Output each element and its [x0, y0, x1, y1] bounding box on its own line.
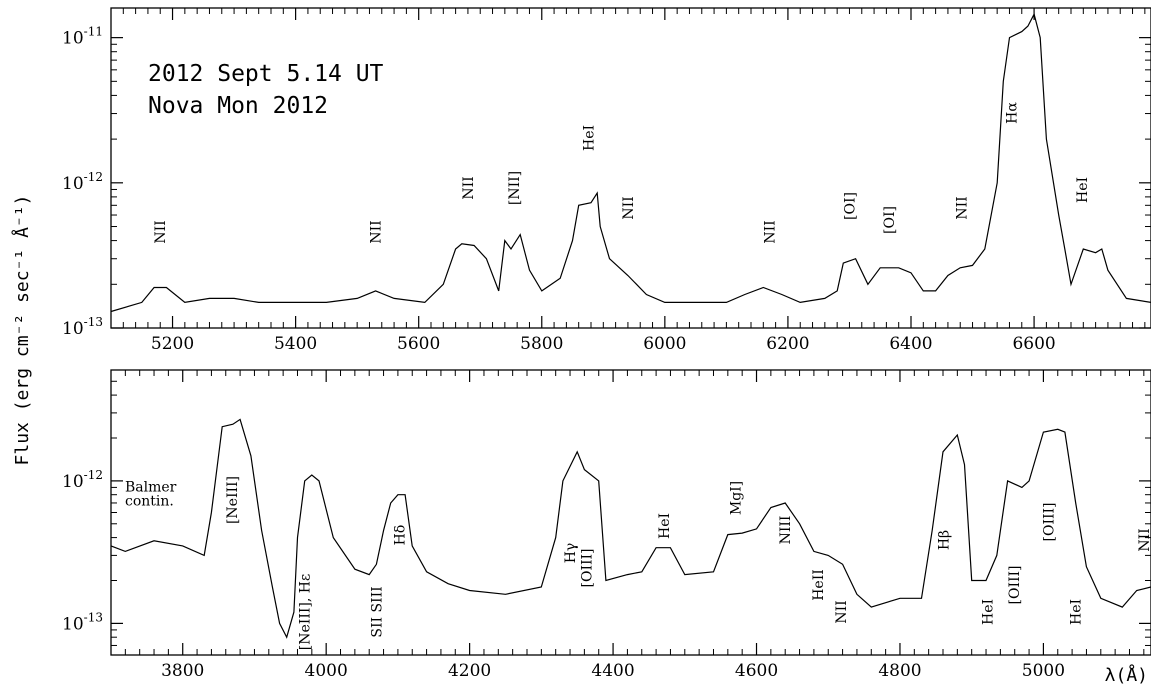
x-tick-label: 4400 — [591, 661, 634, 681]
line-label: HeI — [1069, 599, 1085, 625]
line-label: Hα — [1004, 102, 1020, 124]
y-tick-label: 10-11 — [62, 25, 103, 49]
line-label: MgI] — [729, 481, 745, 515]
x-tick-label: 5200 — [151, 334, 194, 354]
x-tick-label: 6400 — [889, 334, 932, 354]
x-tick-label: 5600 — [397, 334, 440, 354]
spectrum-line — [110, 12, 1151, 313]
x-tick-label: 6200 — [766, 334, 809, 354]
line-label: NII — [621, 196, 637, 219]
y-tick-label: 10-12 — [62, 468, 103, 492]
line-label: [NII] — [507, 171, 523, 205]
x-axis-title: λ(Å) — [1105, 664, 1148, 685]
line-label: NII — [834, 600, 850, 623]
line-label: [NeIII] — [225, 476, 241, 524]
top-panel-frame — [110, 7, 1151, 329]
line-label: Balmer — [125, 480, 177, 496]
line-label: [OIII] — [580, 549, 596, 588]
y-tick-label: 10-13 — [62, 610, 103, 634]
y-tick-label: 10-13 — [62, 315, 103, 339]
line-label: HeI — [657, 513, 673, 539]
line-label: Hβ — [937, 530, 953, 550]
x-tick-label: 3800 — [161, 661, 204, 681]
line-label: HeI — [1075, 177, 1091, 203]
x-tick-label: 4200 — [448, 661, 491, 681]
line-label: [OIII] — [1041, 503, 1057, 542]
line-label: [NeIII], Hε — [298, 574, 314, 650]
line-label: NII — [955, 196, 971, 219]
line-label: [OI] — [843, 192, 859, 220]
x-tick-label: 5400 — [274, 334, 317, 354]
line-label: [OI] — [882, 206, 898, 234]
x-tick-label: 5000 — [1022, 661, 1065, 681]
top-panel: 5200 5400 5600 5800 6000 6200 6400 6600 10-13 10-… — [62, 8, 1151, 354]
line-label: NII — [763, 220, 779, 243]
line-label: HeI — [582, 125, 598, 151]
line-label: Hδ — [392, 525, 408, 546]
line-label: NII — [153, 220, 169, 243]
object-name: Nova Mon 2012 — [148, 93, 328, 119]
line-label: contin. — [125, 494, 174, 510]
line-label: NII — [461, 176, 477, 199]
line-label: Hγ — [563, 543, 579, 564]
observation-date: 2012 Sept 5.14 UT — [148, 61, 384, 87]
x-tick-label: 4600 — [735, 661, 778, 681]
line-label: NIII — [778, 516, 794, 545]
line-label: HeII — [811, 569, 827, 601]
y-axis-title: Flux (erg cm⁻² sec⁻¹ Å⁻¹) — [11, 195, 33, 466]
spectrum-line — [110, 418, 1151, 639]
x-tick-label: 4000 — [305, 661, 348, 681]
x-tick-label: 5800 — [520, 334, 563, 354]
x-tick-label: 6600 — [1012, 334, 1055, 354]
line-label: NII — [369, 220, 385, 243]
x-tick-label: 6000 — [643, 334, 686, 354]
y-tick-label: 10-12 — [62, 170, 103, 194]
line-label: [OIII] — [1007, 566, 1023, 605]
line-label: NII — [1137, 528, 1151, 551]
line-label: SII SIII — [369, 586, 385, 637]
x-tick-label: 4800 — [878, 661, 921, 681]
bottom-panel: 3800 4000 4200 4400 4600 4800 5000 10-13 10-12 Ba… — [62, 369, 1151, 681]
line-label: HeI — [981, 599, 997, 625]
